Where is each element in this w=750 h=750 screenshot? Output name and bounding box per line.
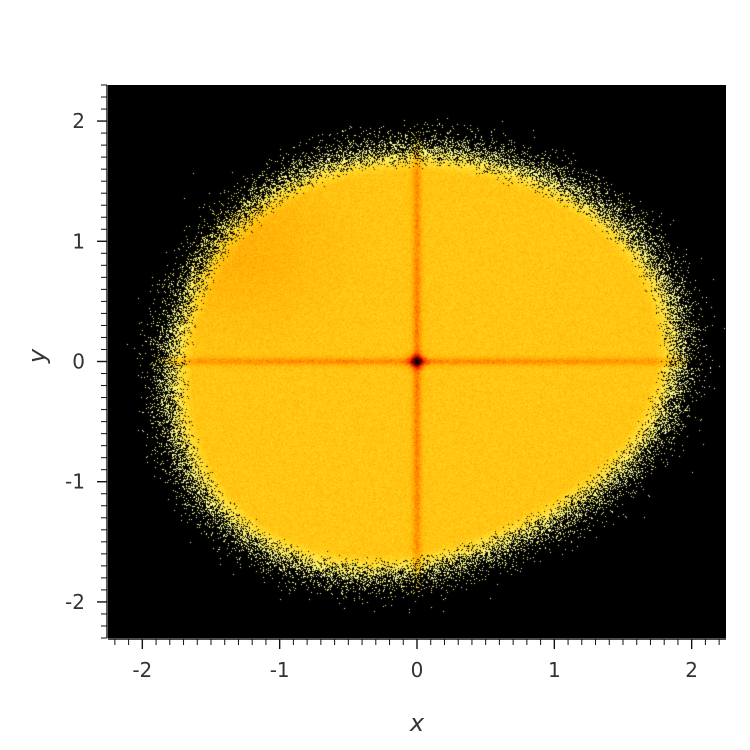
y-tick-label: 2 <box>72 109 85 133</box>
x-tick-label: -1 <box>270 658 290 682</box>
density-heatmap <box>108 85 726 638</box>
x-tick-label: 0 <box>411 658 424 682</box>
y-axis: -2 -1 0 1 2 <box>65 84 108 639</box>
y-tick-label: -1 <box>65 470 85 494</box>
y-tick-label: 1 <box>72 229 85 253</box>
x-tick-label: 2 <box>685 658 698 682</box>
y-tick-label: 0 <box>72 350 85 374</box>
x-tick-label: 1 <box>548 658 561 682</box>
x-axis-title: x <box>409 709 425 737</box>
y-tick-label: -2 <box>65 590 85 614</box>
y-axis-title: y <box>23 348 51 364</box>
x-tick-label: -2 <box>132 658 152 682</box>
x-axis: -2 -1 0 1 2 <box>108 638 726 682</box>
